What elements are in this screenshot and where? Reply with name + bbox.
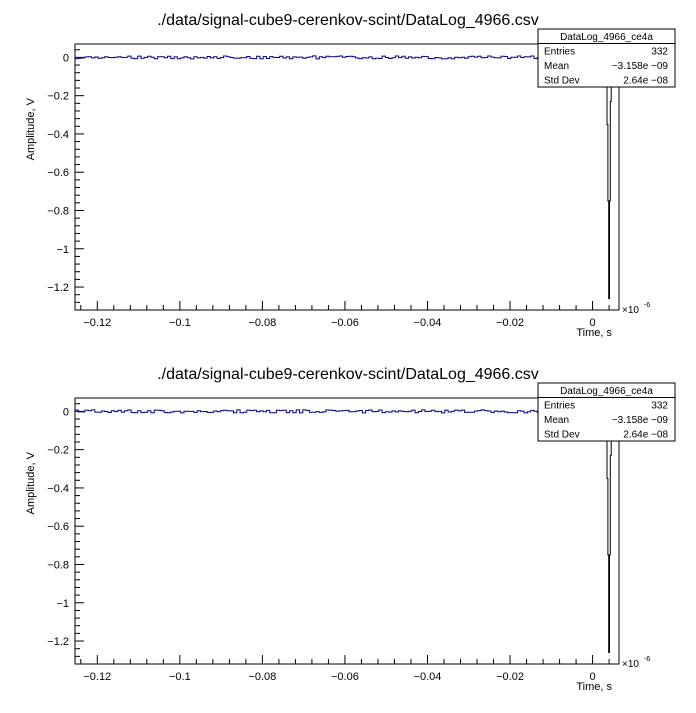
x-tick-label: −0.06 bbox=[331, 317, 359, 329]
stats-row-value: −3.158e −09 bbox=[612, 415, 669, 426]
x-tick-label: −0.08 bbox=[248, 317, 276, 329]
y-tick-label: −1.2 bbox=[47, 636, 69, 648]
y-axis-label: Amplitude, V bbox=[25, 97, 37, 160]
x-exponent-label: ×10 bbox=[622, 659, 639, 670]
stats-box: DataLog_4966_ce4a Entries 332 Mean −3.158e −… bbox=[537, 28, 676, 88]
chart-title: ./data/signal-cube9-cerenkov-scint/DataL… bbox=[157, 366, 539, 383]
y-tick-label: −1 bbox=[56, 598, 69, 610]
y-tick-label: −0.8 bbox=[47, 205, 69, 217]
y-axis-label: Amplitude, V bbox=[25, 451, 37, 514]
x-tick-label: 0 bbox=[590, 317, 596, 329]
y-tick-label: −0.2 bbox=[47, 91, 69, 103]
x-tick-label: 0 bbox=[590, 671, 596, 683]
stats-box-frame bbox=[537, 28, 676, 88]
x-axis-label: Time, s bbox=[576, 327, 612, 339]
y-tick-label: −0.6 bbox=[47, 167, 69, 179]
chart-panel: ./data/signal-cube9-cerenkov-scint/DataL… bbox=[25, 12, 676, 339]
x-tick-label: −0.12 bbox=[83, 317, 111, 329]
y-tick-label: −0.4 bbox=[47, 483, 69, 495]
pulse-trace bbox=[603, 51, 615, 299]
plot-frame bbox=[74, 43, 620, 311]
stats-row-label: Entries bbox=[544, 401, 575, 412]
x-exponent-label: ×10 bbox=[622, 305, 639, 316]
y-tick-label: 0 bbox=[63, 52, 69, 64]
y-tick-label: −0.2 bbox=[47, 445, 69, 457]
x-exponent-power: -6 bbox=[644, 302, 650, 309]
x-tick-label: −0.02 bbox=[496, 671, 524, 683]
y-tick-label: −1 bbox=[56, 244, 69, 256]
chart-title: ./data/signal-cube9-cerenkov-scint/DataL… bbox=[157, 12, 539, 29]
stats-row-value: 2.64e −08 bbox=[623, 430, 668, 441]
y-tick-label: −0.8 bbox=[47, 559, 69, 571]
x-tick-label: −0.04 bbox=[414, 317, 442, 329]
stats-row-value: −3.158e −09 bbox=[612, 61, 669, 72]
baseline-trace bbox=[75, 409, 604, 414]
plot-frame bbox=[74, 397, 620, 665]
stats-row-value: 332 bbox=[651, 47, 668, 58]
stats-row-label: Std Dev bbox=[544, 76, 580, 87]
x-axis-label: Time, s bbox=[576, 681, 612, 693]
x-tick-label: −0.1 bbox=[169, 317, 191, 329]
x-tick-label: −0.12 bbox=[83, 671, 111, 683]
stats-name: DataLog_4966_ce4a bbox=[560, 32, 653, 43]
stats-box: DataLog_4966_ce4a Entries 332 Mean −3.158e −… bbox=[537, 382, 676, 442]
x-exponent-power: -6 bbox=[644, 656, 650, 663]
stats-name: DataLog_4966_ce4a bbox=[560, 386, 653, 397]
stats-row-label: Std Dev bbox=[544, 430, 580, 441]
x-tick-label: −0.1 bbox=[169, 671, 191, 683]
stats-row-value: 2.64e −08 bbox=[623, 76, 668, 87]
x-tick-label: −0.02 bbox=[496, 317, 524, 329]
y-tick-label: 0 bbox=[63, 406, 69, 418]
stats-row-value: 332 bbox=[651, 401, 668, 412]
stats-row-label: Entries bbox=[544, 47, 575, 58]
stats-row-label: Mean bbox=[544, 61, 569, 72]
x-tick-label: −0.08 bbox=[248, 671, 276, 683]
y-tick-label: −1.2 bbox=[47, 282, 69, 294]
chart-panel: ./data/signal-cube9-cerenkov-scint/DataL… bbox=[25, 366, 676, 693]
x-tick-label: −0.04 bbox=[414, 671, 442, 683]
y-tick-label: −0.6 bbox=[47, 521, 69, 533]
pulse-trace bbox=[603, 405, 615, 653]
stats-box-frame bbox=[537, 382, 676, 442]
x-tick-label: −0.06 bbox=[331, 671, 359, 683]
y-tick-label: −0.4 bbox=[47, 129, 69, 141]
baseline-trace bbox=[75, 55, 604, 60]
stats-row-label: Mean bbox=[544, 415, 569, 426]
